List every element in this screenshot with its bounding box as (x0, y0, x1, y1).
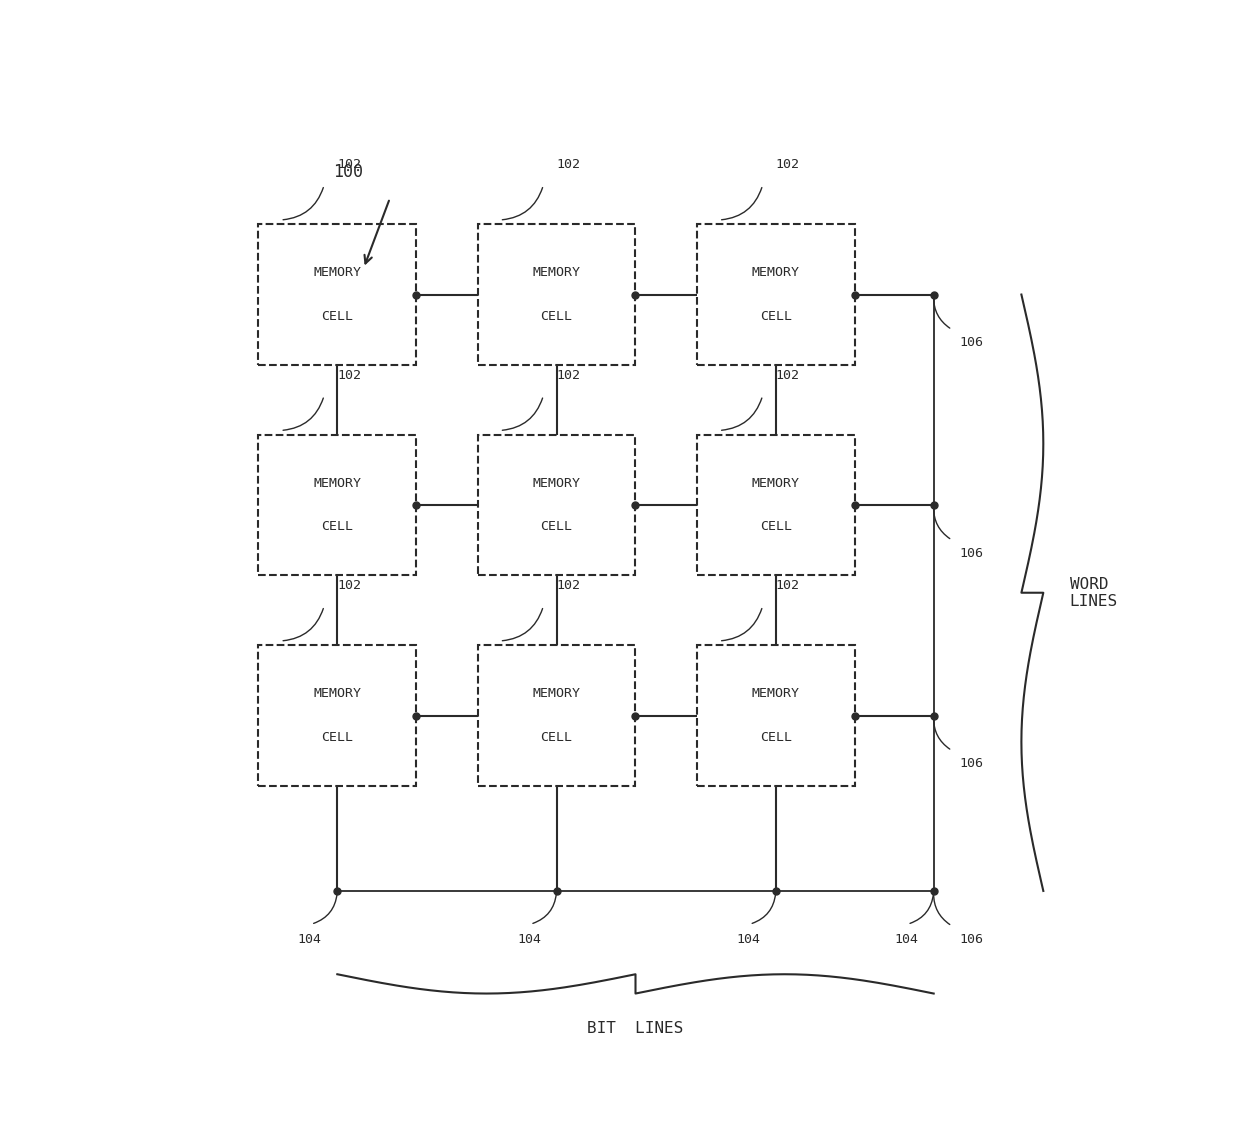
Text: 106: 106 (959, 336, 983, 350)
Text: 102: 102 (557, 580, 580, 592)
Text: 102: 102 (557, 158, 580, 171)
Text: MEMORY: MEMORY (314, 267, 361, 279)
Text: MEMORY: MEMORY (751, 476, 800, 490)
Bar (697, 646, 854, 786)
Text: 102: 102 (557, 369, 580, 382)
Text: MEMORY: MEMORY (532, 476, 580, 490)
Text: 104: 104 (894, 933, 919, 945)
Text: CELL: CELL (321, 731, 353, 744)
Text: CELL: CELL (321, 310, 353, 323)
Text: CELL: CELL (321, 521, 353, 533)
Text: MEMORY: MEMORY (314, 476, 361, 490)
Text: 102: 102 (337, 158, 361, 171)
Text: 104: 104 (737, 933, 760, 945)
Text: BIT  LINES: BIT LINES (588, 1022, 683, 1036)
Text: CELL: CELL (541, 521, 573, 533)
Text: 102: 102 (337, 580, 361, 592)
Text: 102: 102 (776, 369, 800, 382)
Bar (477, 435, 635, 575)
Text: MEMORY: MEMORY (532, 687, 580, 700)
Text: 106: 106 (959, 757, 983, 770)
Text: 106: 106 (959, 547, 983, 559)
Text: CELL: CELL (541, 731, 573, 744)
Text: CELL: CELL (760, 521, 792, 533)
Text: 102: 102 (776, 158, 800, 171)
Text: MEMORY: MEMORY (314, 687, 361, 700)
Text: MEMORY: MEMORY (751, 687, 800, 700)
Text: WORD
LINES: WORD LINES (1070, 576, 1117, 609)
Bar (477, 646, 635, 786)
Text: CELL: CELL (760, 310, 792, 323)
Bar (477, 224, 635, 364)
Text: MEMORY: MEMORY (751, 267, 800, 279)
Bar (697, 435, 854, 575)
Text: 104: 104 (517, 933, 541, 945)
Text: 104: 104 (298, 933, 322, 945)
Text: CELL: CELL (541, 310, 573, 323)
Bar (258, 224, 417, 364)
Bar (697, 224, 854, 364)
Text: 106: 106 (959, 933, 983, 945)
Bar (258, 435, 417, 575)
Text: CELL: CELL (760, 731, 792, 744)
Text: 102: 102 (776, 580, 800, 592)
Text: MEMORY: MEMORY (532, 267, 580, 279)
Bar (258, 646, 417, 786)
Text: 102: 102 (337, 369, 361, 382)
Text: 100: 100 (332, 163, 363, 181)
